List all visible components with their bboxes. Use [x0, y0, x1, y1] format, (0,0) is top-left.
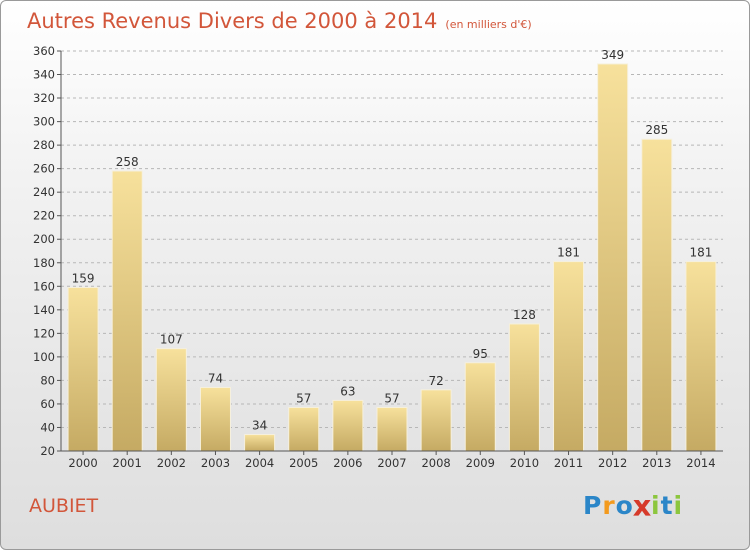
y-tick-label: 20 [40, 444, 55, 458]
x-tick-label: 2007 [377, 456, 406, 470]
x-tick-label: 2012 [598, 456, 627, 470]
y-tick-label: 60 [40, 397, 55, 411]
y-tick-label: 120 [33, 326, 55, 340]
bar-2011 [553, 261, 585, 452]
data-labels: 159 258 107 74 34 57 63 57 72 95 128 181 349 285 181 [72, 48, 713, 433]
y-tick-label: 180 [33, 256, 55, 270]
data-label-2000: 159 [72, 271, 95, 285]
bar-2001 [111, 170, 143, 452]
y-tick-label: 80 [40, 373, 55, 387]
data-label-2009: 95 [473, 347, 488, 361]
y-tick-label: 160 [33, 279, 55, 293]
x-tick-label: 2013 [642, 456, 671, 470]
data-label-2008: 72 [428, 374, 443, 388]
x-tick-label: 2003 [201, 456, 230, 470]
chart-subtitle: (en milliers d'€) [445, 18, 532, 31]
y-tick-label: 360 [33, 44, 55, 58]
bar-2013 [641, 138, 673, 452]
proxiti-logo: Proxiti [583, 488, 684, 523]
bar-2007 [376, 406, 408, 452]
y-tick-label: 340 [33, 68, 55, 82]
commune-name: AUBIET [29, 495, 99, 517]
bar-2000 [67, 286, 99, 452]
logo-letter: r [602, 491, 616, 520]
data-label-2013: 285 [645, 123, 668, 137]
y-tick-label: 100 [33, 350, 55, 364]
bars [67, 63, 717, 452]
x-tick-label: 2004 [245, 456, 274, 470]
x-tick-label: 2006 [333, 456, 362, 470]
data-label-2010: 128 [513, 308, 536, 322]
bar-2002 [155, 348, 187, 452]
y-tick-label: 200 [33, 232, 55, 246]
logo-letter: x [632, 488, 653, 523]
x-axis: 2000 2001 2002 2003 2004 2005 2006 2007 2008 2009… [61, 450, 723, 470]
chart-title: Autres Revenus Divers de 2000 à 2014 (en … [27, 9, 532, 33]
x-tick-label: 2010 [510, 456, 539, 470]
x-tick-label: 2001 [113, 456, 142, 470]
logo-letter: P [583, 491, 603, 520]
y-tick-label: 40 [40, 420, 55, 434]
data-label-2002: 107 [160, 333, 183, 347]
bar-2012 [597, 63, 629, 452]
bar-2006 [332, 399, 364, 452]
y-tick-label: 260 [33, 162, 55, 176]
data-label-2006: 63 [340, 384, 355, 398]
y-tick-label: 300 [33, 115, 55, 129]
x-tick-label: 2005 [289, 456, 318, 470]
data-label-2001: 258 [116, 155, 139, 169]
data-label-2014: 181 [689, 246, 712, 260]
x-tick-label: 2014 [686, 456, 715, 470]
logo-letter: i [673, 491, 684, 520]
logo-letter: o [615, 491, 634, 520]
y-axis: 20 40 60 80 100 120 140 160 180 200 220 240 260 280 30… [33, 44, 62, 458]
x-tick-label: 2009 [466, 456, 495, 470]
x-tick-label: 2008 [421, 456, 450, 470]
bar-2005 [288, 406, 320, 452]
logo-letter: i [651, 491, 661, 520]
bar-2009 [464, 362, 496, 452]
data-label-2012: 349 [601, 48, 624, 62]
data-label-2007: 57 [384, 391, 399, 405]
bar-2003 [199, 386, 231, 452]
y-tick-label: 220 [33, 209, 55, 223]
bar-2008 [420, 389, 452, 452]
logo-letter: t [660, 491, 674, 520]
data-label-2005: 57 [296, 391, 311, 405]
bar-2010 [508, 323, 540, 452]
data-label-2003: 74 [208, 371, 223, 385]
chart-title-text: Autres Revenus Divers de 2000 à 2014 [27, 9, 438, 33]
y-tick-label: 240 [33, 185, 55, 199]
x-tick-label: 2002 [157, 456, 186, 470]
data-label-2004: 34 [252, 419, 267, 433]
y-tick-label: 320 [33, 91, 55, 105]
y-tick-label: 140 [33, 303, 55, 317]
y-tick-label: 280 [33, 138, 55, 152]
x-tick-label: 2011 [554, 456, 583, 470]
data-label-2011: 181 [557, 246, 580, 260]
bar-2004 [244, 434, 276, 452]
x-tick-label: 2000 [68, 456, 97, 470]
bar-2014 [685, 261, 717, 452]
